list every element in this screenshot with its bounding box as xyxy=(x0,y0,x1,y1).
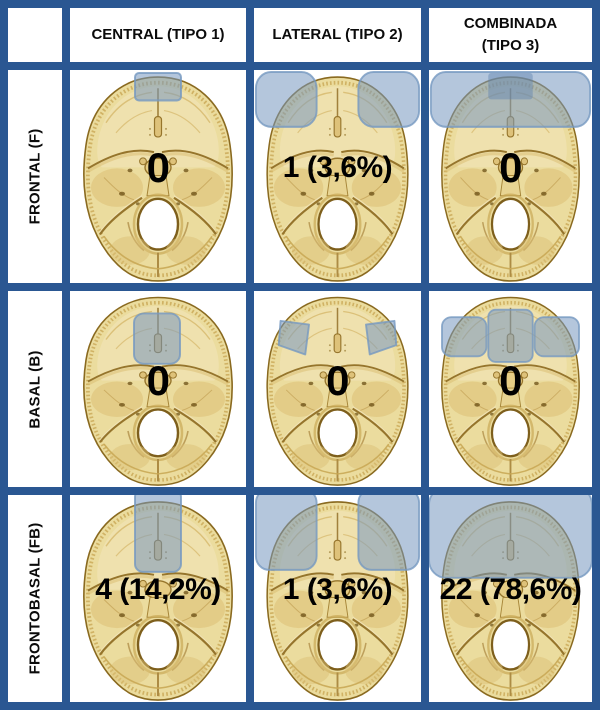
row-header-frontobasal: FRONTOBASAL (FB) xyxy=(8,495,62,702)
column-header-central: CENTRAL (TIPO 1) xyxy=(70,8,246,62)
column-header-combinada: COMBINADA (TIPO 3) xyxy=(429,8,592,62)
column-header-lateral: LATERAL (TIPO 2) xyxy=(254,8,421,62)
corner-cell xyxy=(8,8,62,62)
row-header-frontobasal-label: FRONTOBASAL (FB) xyxy=(26,522,44,675)
row-header-basal-label: BASAL (B) xyxy=(26,349,44,429)
cell-frontobasal-central: 4 (14,2%) xyxy=(70,495,246,702)
cell-frontobasal-lateral: 1 (3,6%) xyxy=(254,495,421,702)
count-label: 1 (3,6%) xyxy=(282,150,393,184)
highlight-frontobasal-combinada-region xyxy=(429,495,592,579)
highlight-basal-combinada-region xyxy=(441,308,580,363)
row-header-frontal: FRONTAL (F) xyxy=(8,70,62,283)
highlight-frontal-combinada-region xyxy=(429,71,592,128)
count-label: 4 (14,2%) xyxy=(95,573,221,607)
count-label: 0 xyxy=(326,357,349,405)
row-header-frontal-label: FRONTAL (F) xyxy=(26,128,44,225)
row-header-basal: BASAL (B) xyxy=(8,291,62,487)
cell-frontal-combinada: 0 xyxy=(429,70,592,283)
cell-basal-combinada: 0 xyxy=(429,291,592,487)
count-label: 0 xyxy=(499,143,522,191)
count-label: 0 xyxy=(146,143,170,191)
cell-basal-central: 0 xyxy=(70,291,246,487)
count-label: 1 (3,6%) xyxy=(282,573,393,607)
count-label: 0 xyxy=(499,357,522,405)
cell-basal-lateral: 0 xyxy=(254,291,421,487)
cell-frontal-lateral: 1 (3,6%) xyxy=(254,70,421,283)
cell-frontobasal-combinada: 22 (78,6%) xyxy=(429,495,592,702)
count-label: 0 xyxy=(146,357,170,405)
highlight-frontobasal-central-region xyxy=(134,495,182,573)
count-label: 22 (78,6%) xyxy=(439,573,582,607)
highlight-frontal-central-region xyxy=(133,72,183,102)
cell-frontal-central: 0 xyxy=(70,70,246,283)
